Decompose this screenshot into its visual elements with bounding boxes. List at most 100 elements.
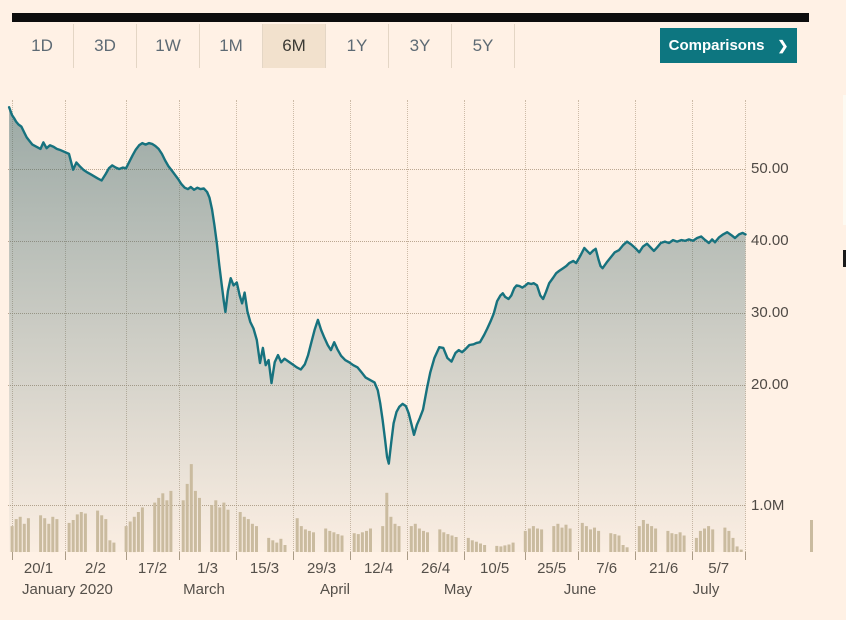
volume-bar [222,502,226,552]
volume-bar [303,529,307,552]
volume-bar [336,534,340,552]
month-label: January 2020 [22,581,113,598]
month-label: July [692,581,720,598]
volume-bar [124,526,128,552]
volume-bar [609,533,613,552]
volume-bar [393,523,397,552]
volume-bar [185,483,189,552]
volume-bar [707,526,711,552]
x-axis-label: 26/4 [420,560,451,577]
volume-bar [283,545,287,552]
volume-bar [18,516,22,553]
volume-bar [735,546,739,552]
volume-bar [479,543,482,552]
volume-bar [271,540,275,553]
x-axis-tick [126,552,128,560]
volume-bar [75,514,79,552]
volume-bar [356,534,360,552]
volume-bar [650,526,654,552]
volume-bar [613,534,617,552]
range-tab-1y[interactable]: 1Y [326,24,389,68]
volume-bar [161,493,165,553]
volume-bar [79,512,83,552]
volume-bar [670,533,674,552]
volume-bar [499,546,503,552]
volume-bar [739,549,743,552]
x-axis-label: 12/4 [363,560,394,577]
volume-bar [409,526,413,552]
volume-bar [96,510,100,552]
volume-bar [637,526,641,552]
range-tab-3d[interactable]: 3D [74,24,137,68]
vertical-gridline [293,100,295,552]
volume-bar [108,540,112,553]
x-axis-label: 29/3 [306,560,337,577]
volume-bar [694,537,698,552]
volume-bar [360,532,364,552]
comparisons-button[interactable]: Comparisons ❯ [660,28,797,63]
volume-bar [332,532,336,552]
range-tab-3y[interactable]: 3Y [389,24,452,68]
x-axis-label: 25/5 [537,560,567,577]
volume-bar [47,523,51,552]
range-tab-6m[interactable]: 6M [263,24,326,68]
volume-bar [26,518,30,552]
screen-edge-strip [843,95,846,225]
volume-bar [51,516,55,553]
volume-bar [580,522,584,552]
volume-bar [654,528,658,552]
volume-bar [55,519,59,552]
volume-bar [365,530,368,553]
x-axis-tick [464,552,466,560]
volume-bar [422,530,425,553]
x-axis-label: 2/2 [85,560,106,577]
range-tab-1m[interactable]: 1M [200,24,263,68]
volume-bar [495,545,499,552]
volume-bar [617,535,621,552]
range-tab-1d[interactable]: 1D [11,24,74,68]
volume-bar [210,505,214,552]
month-label: April [319,581,351,598]
volume-bar [564,524,568,552]
price-axis-label: 40.00 [751,231,789,249]
volume-bar [389,516,393,553]
volume-bar [711,529,715,552]
range-tab-1w[interactable]: 1W [137,24,200,68]
volume-bar [193,490,197,552]
volume-bar [189,464,193,552]
volume-bar [295,518,299,552]
price-axis-label: 30.00 [751,303,789,321]
volume-bar [198,497,201,552]
volume-bar [625,547,629,552]
volume-bar [267,537,271,552]
range-tab-5y[interactable]: 5Y [452,24,515,68]
volume-bar [556,523,560,552]
volume-bar [279,538,283,552]
stray-volume-mark [810,520,813,552]
volume-bar [140,507,144,552]
volume-bar [503,545,507,552]
volume-bar [71,520,75,552]
volume-bar [369,528,372,552]
x-axis-label: 21/6 [649,560,679,577]
x-axis-label: 7/6 [596,560,618,577]
volume-bar [83,513,87,552]
volume-bar [466,537,470,552]
volume-bar [352,533,356,552]
volume-bar [22,523,26,552]
volume-bar [218,507,222,552]
x-axis-label: 10/5 [480,560,510,577]
volume-bar [727,530,731,553]
volume-bar [731,537,735,552]
volume-bars [10,464,743,553]
price-gridline [8,240,745,242]
vertical-gridline [350,100,352,552]
volume-bar [165,500,169,552]
volume-bar [381,526,385,552]
chevron-right-icon: ❯ [777,37,789,53]
volume-bar [446,534,450,552]
volume-bar [511,542,515,552]
price-gridline [8,169,745,170]
volume-bar [307,530,311,553]
